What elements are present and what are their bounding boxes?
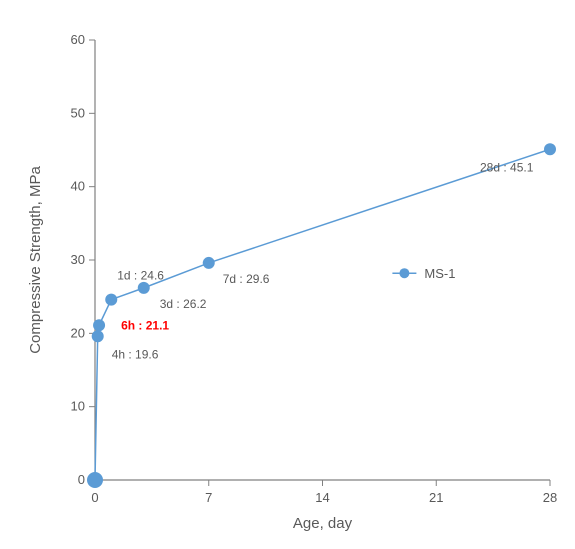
y-tick-label: 30 [71,252,85,267]
compressive-strength-chart: 0 10 20 30 40 50 60 0 7 14 21 28 Age, day Compressive… [0,0,575,549]
data-label-highlight: 6h : 21.1 [121,318,169,332]
x-axis-title: Age, day [293,515,353,532]
data-marker [87,472,103,488]
data-marker [138,282,150,294]
data-label: 7d : 29.6 [223,272,270,286]
chart-background [0,0,575,549]
data-marker [105,294,117,306]
x-tick-label: 0 [91,490,98,505]
data-label: 28d : 45.1 [480,160,534,174]
x-tick-label: 7 [205,490,212,505]
data-label: 4h : 19.6 [112,347,159,361]
data-label: 1d : 24.6 [117,269,164,283]
legend-label: MS-1 [424,266,455,281]
y-tick-label: 50 [71,105,85,120]
y-tick-label: 20 [71,325,85,340]
data-marker [544,143,556,155]
x-tick-label: 14 [315,490,329,505]
y-tick-label: 60 [71,32,85,47]
y-tick-label: 0 [78,472,85,487]
data-marker [92,330,104,342]
x-tick-label: 28 [543,490,557,505]
y-tick-label: 40 [71,179,85,194]
y-axis-title: Compressive Strength, MPa [27,166,44,354]
data-marker [203,257,215,269]
x-tick-label: 21 [429,490,443,505]
data-marker [93,319,105,331]
y-tick-label: 10 [71,399,85,414]
data-label: 3d : 26.2 [160,297,207,311]
